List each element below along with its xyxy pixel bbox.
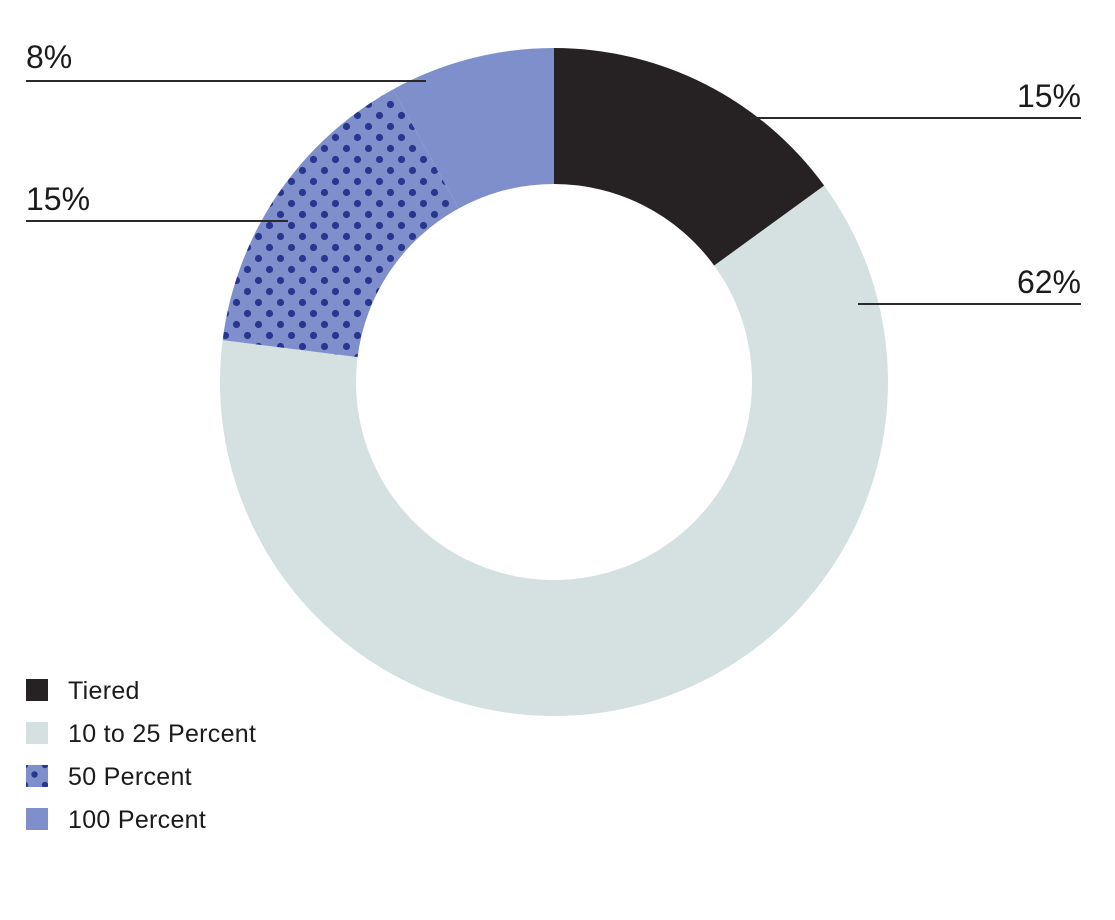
legend-item-tiered: Tiered [26,677,140,705]
legend-item-10-to-25-percent: 10 to 25 Percent [26,720,256,748]
legend-label-10-to-25-percent: 10 to 25 Percent [68,720,256,748]
legend-item-100-percent: 100 Percent [26,806,206,834]
legend-swatch-10-to-25-percent [26,722,48,744]
legend-label-tiered: Tiered [68,677,140,705]
slice-tiered [554,48,825,266]
percent-label-10-to-25-percent: 62% [1017,264,1081,300]
legend-item-50-percent: 50 Percent [26,763,192,791]
slices-layer [220,47,889,716]
slice-10-to-25-percent [220,185,889,716]
slice-100-percent [393,47,554,209]
percent-label-tiered: 15% [1017,78,1081,114]
legend-swatch-50-percent [26,765,48,787]
legend-label-50-percent: 50 Percent [68,763,192,791]
legend: Tiered 10 to 25 Percent 50 Percent 100 Perc… [26,677,256,834]
legend-swatch-100-percent [26,808,48,830]
slice-50-percent [222,89,459,358]
percent-label-50-percent: 15% [26,181,90,217]
legend-swatch-tiered [26,679,48,701]
percent-labels: 15% 62% 15% 8% [26,39,1081,300]
leader-lines [26,80,1081,305]
percent-label-100-percent: 8% [26,39,72,75]
legend-label-100-percent: 100 Percent [68,806,206,834]
